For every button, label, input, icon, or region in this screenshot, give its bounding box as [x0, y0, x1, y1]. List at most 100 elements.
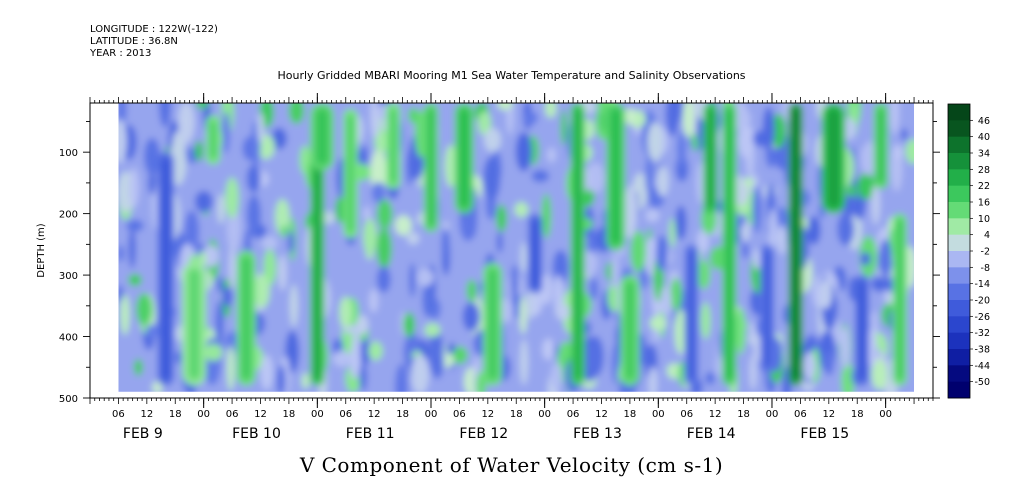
colorbar-bin — [948, 251, 970, 268]
colorbar-tick-label: -20 — [974, 296, 990, 307]
colorbar-tick-label: 40 — [978, 132, 990, 143]
x-hour-tick-label: 06 — [339, 409, 352, 420]
y-tick-label: 400 — [59, 333, 78, 344]
velocity-band-core — [188, 268, 201, 380]
velocity-band-core — [706, 109, 714, 208]
colorbar-bin — [948, 316, 970, 334]
velocity-field — [118, 103, 915, 392]
velocity-band-core — [827, 109, 840, 208]
x-hour-tick-label: 00 — [538, 409, 551, 420]
y-tick-label: 300 — [59, 271, 78, 282]
colorbar-bin — [948, 267, 970, 285]
latitude-label: LATITUDE : 36.8N — [90, 36, 178, 47]
velocity-band-core — [896, 219, 904, 380]
x-hour-tick-label: 18 — [737, 409, 750, 420]
x-hour-tick-label: 00 — [879, 409, 892, 420]
x-hour-tick-label: 18 — [851, 409, 864, 420]
y-tick-label: 500 — [59, 394, 78, 405]
colorbar-bin — [948, 332, 970, 350]
x-hour-tick-label: 18 — [169, 409, 182, 420]
no-data-region — [118, 391, 915, 397]
velocity-band-core — [389, 109, 397, 184]
x-hour-tick-label: 12 — [595, 409, 608, 420]
x-hour-tick-label: 18 — [283, 409, 296, 420]
x-hour-tick-label: 06 — [567, 409, 580, 420]
colorbar-bin — [948, 104, 970, 121]
velocity-band-core — [427, 109, 435, 227]
x-day-label: FEB 13 — [573, 426, 622, 442]
colorbar-tick-label: 4 — [984, 230, 990, 241]
x-day-label: FEB 12 — [459, 426, 508, 442]
colorbar-tick-label: -2 — [981, 247, 990, 258]
velocity-band-core — [487, 268, 498, 380]
colorbar-tick-label: -26 — [974, 312, 990, 323]
velocity-band-core — [877, 109, 885, 184]
x-hour-tick-label: 00 — [197, 409, 210, 420]
x-hour-tick-label: 12 — [709, 409, 722, 420]
x-day-label: FEB 14 — [687, 426, 736, 442]
x-hour-tick-label: 12 — [822, 409, 835, 420]
colorbar-tick-label: 46 — [978, 116, 990, 127]
velocity-band-core — [313, 158, 321, 380]
colorbar-bin — [948, 349, 970, 366]
colorbar-tick-label: 10 — [978, 214, 990, 225]
colorbar-bin — [948, 120, 970, 138]
colorbar-tick-label: -8 — [981, 263, 990, 274]
colorbar-bin — [948, 218, 970, 236]
no-data-region — [91, 104, 119, 397]
x-hour-tick-label: 00 — [652, 409, 665, 420]
colorbar-bin — [948, 202, 970, 219]
velocity-band-core — [531, 219, 539, 288]
velocity-band-core — [858, 281, 866, 380]
chart-title: Hourly Gridded MBARI Mooring M1 Sea Wate… — [277, 69, 746, 82]
colorbar-tick-label: 28 — [978, 165, 990, 176]
x-hour-tick-label: 18 — [510, 409, 523, 420]
x-hour-tick-label: 12 — [481, 409, 494, 420]
x-hour-tick-label: 00 — [766, 409, 779, 420]
longitude-label: LONGITUDE : 122W(-122) — [90, 24, 218, 35]
colorbar-tick-label: 34 — [978, 149, 990, 160]
colorbar-bin — [948, 365, 970, 383]
x-hour-tick-label: 12 — [140, 409, 153, 420]
velocity-band-core — [625, 281, 635, 380]
colorbar-tick-label: -32 — [974, 328, 990, 339]
velocity-band-core — [574, 109, 582, 380]
velocity-band-core — [610, 109, 621, 245]
colorbar-bin — [948, 381, 970, 399]
colorbar-tick-label: -44 — [974, 361, 990, 372]
velocity-band-core — [241, 256, 252, 380]
colorbar-tick-label: -38 — [974, 345, 990, 356]
x-hour-tick-label: 18 — [396, 409, 409, 420]
colorbar-tick-label: 16 — [978, 198, 990, 209]
x-hour-tick-label: 12 — [254, 409, 267, 420]
x-hour-tick-label: 06 — [680, 409, 693, 420]
colorbar-tick-label: -50 — [974, 377, 990, 388]
x-hour-tick-label: 06 — [453, 409, 466, 420]
x-hour-tick-label: 06 — [112, 409, 125, 420]
x-day-label: FEB 15 — [800, 426, 849, 442]
x-hour-tick-label: 06 — [226, 409, 239, 420]
variable-label: V Component of Water Velocity (cm s-1) — [299, 453, 724, 477]
colorbar-tick-label: -14 — [974, 279, 990, 290]
colorbar-bin — [948, 136, 970, 154]
y-tick-label: 200 — [59, 210, 78, 221]
velocity-band-core — [763, 250, 771, 368]
x-day-label: FEB 10 — [232, 426, 281, 442]
no-data-region — [914, 104, 932, 397]
velocity-band-core — [209, 121, 217, 159]
x-hour-tick-label: 00 — [425, 409, 438, 420]
velocity-band-core — [346, 115, 355, 233]
velocity-band-core — [792, 109, 800, 380]
x-hour-tick-label: 12 — [368, 409, 381, 420]
x-hour-tick-label: 00 — [311, 409, 324, 420]
velocity-band-core — [687, 250, 696, 380]
x-day-label: FEB 11 — [346, 426, 395, 442]
colorbar-tick-label: 22 — [978, 181, 990, 192]
colorbar-bin — [948, 185, 970, 203]
colorbar-bin — [948, 169, 970, 187]
y-tick-label: 100 — [59, 148, 78, 159]
velocity-band-core — [161, 158, 170, 380]
year-label: YEAR : 2013 — [90, 48, 152, 59]
x-hour-tick-label: 06 — [794, 409, 807, 420]
